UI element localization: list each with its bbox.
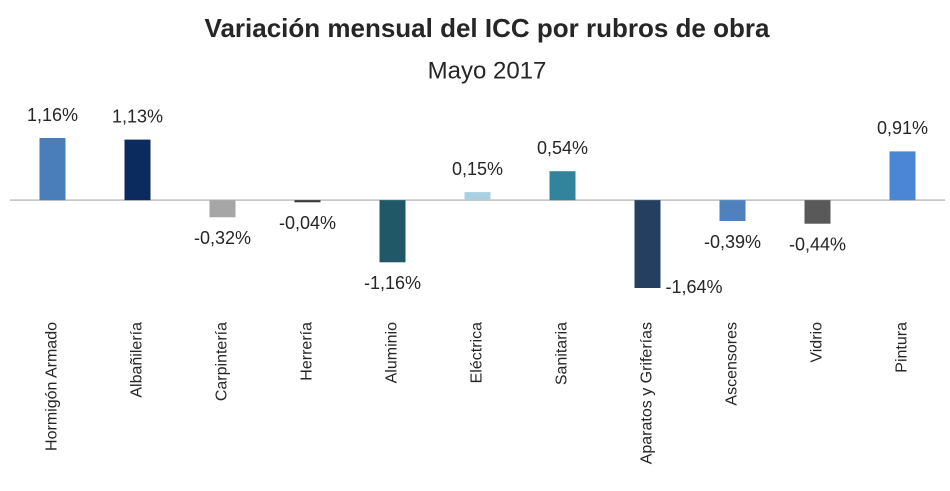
bar bbox=[379, 200, 406, 263]
data-label: -0,44% bbox=[789, 234, 846, 254]
data-label: 0,15% bbox=[452, 159, 503, 179]
x-tick-label: Aluminio bbox=[384, 322, 401, 383]
x-tick-label: Ascensores bbox=[724, 322, 741, 406]
bar bbox=[294, 200, 321, 203]
data-label: -0,32% bbox=[194, 228, 251, 248]
x-tick-label: Vidrio bbox=[809, 322, 826, 363]
data-label: -0,04% bbox=[279, 213, 336, 233]
data-label: -0,39% bbox=[704, 232, 761, 252]
x-tick-label: Eléctrica bbox=[469, 322, 486, 383]
bar bbox=[804, 200, 831, 224]
x-tick-label: Carpintería bbox=[214, 322, 231, 401]
bar bbox=[39, 138, 66, 201]
chart-subtitle: Mayo 2017 bbox=[428, 57, 547, 84]
x-tick-label: Aparatos y Griferías bbox=[639, 322, 656, 464]
x-tick-label: Pintura bbox=[894, 322, 911, 373]
data-label: 0,54% bbox=[537, 138, 588, 158]
bar bbox=[719, 200, 746, 222]
bar bbox=[889, 151, 916, 201]
x-tick-label: Albañilería bbox=[129, 322, 146, 398]
x-tick-label: Sanitaria bbox=[554, 322, 571, 385]
bar bbox=[209, 200, 236, 218]
data-label: 0,91% bbox=[877, 118, 928, 138]
data-label: 1,16% bbox=[27, 105, 78, 125]
bar bbox=[549, 171, 576, 201]
bar bbox=[464, 192, 491, 201]
x-tick-label: Hormigón Armado bbox=[44, 322, 61, 451]
data-label: -1,64% bbox=[666, 277, 723, 297]
x-tick-label: Herrería bbox=[299, 322, 316, 381]
data-label: -1,16% bbox=[364, 273, 421, 293]
bar bbox=[124, 139, 151, 201]
data-label: 1,13% bbox=[112, 106, 163, 126]
bar bbox=[634, 200, 661, 288]
chart-title: Variación mensual del ICC por rubros de … bbox=[205, 13, 770, 43]
